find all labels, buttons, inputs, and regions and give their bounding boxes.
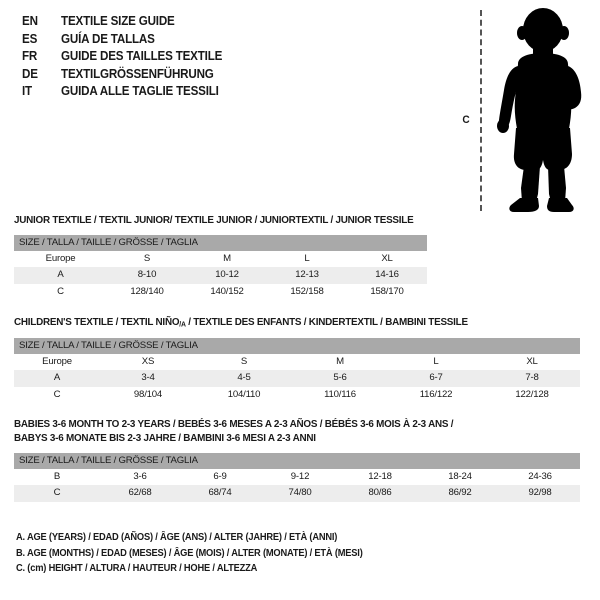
section-childrens-textile: CHILDREN'S TEXTILE / TEXTIL NIÑO/A / TEX… [14, 316, 581, 404]
junior-height-s: 128/140 [107, 283, 187, 300]
language-title-it: GUIDA ALLE TAGLIE TESSILI [61, 84, 219, 98]
junior-band-label: SIZE / TALLA / TAILLE / GRÖSSE / TAGLIA [14, 235, 427, 251]
babies-height-1: 62/68 [100, 485, 180, 502]
language-row-de: DE TEXTILGRÖSSENFÜHRUNG [22, 67, 394, 85]
babies-row-c-label: C [14, 485, 100, 502]
section-children-title-sub: /A [179, 319, 186, 329]
junior-age-xl: 14-16 [347, 267, 427, 284]
babies-size-table: SIZE / TALLA / TAILLE / GRÖSSE / TAGLIA … [14, 453, 581, 502]
babies-age-3: 9-12 [260, 468, 340, 485]
junior-height-m: 140/152 [187, 283, 267, 300]
measurement-legend: A. AGE (YEARS) / EDAD (AÑOS) / ÂGE (ANS)… [16, 530, 456, 577]
babies-height-5: 86/92 [420, 485, 500, 502]
children-row-height: C 98/104 104/110 110/116 116/122 122/128 [14, 386, 581, 404]
children-height-xl: 122/128 [484, 386, 581, 404]
language-title-de: TEXTILGRÖSSENFÜHRUNG [61, 66, 214, 81]
section-children-title-before: CHILDREN'S TEXTILE / TEXTIL NIÑO [14, 317, 180, 328]
babies-age-6: 24-36 [500, 468, 581, 485]
babies-height-6: 92/98 [500, 485, 581, 502]
children-row-europe: Europe XS S M L XL [14, 353, 581, 371]
babies-age-4: 12-18 [340, 468, 420, 485]
junior-row-age: A 8-10 10-12 12-13 14-16 [14, 267, 427, 284]
junior-table-band-row: SIZE / TALLA / TAILLE / GRÖSSE / TAGLIA [14, 235, 427, 251]
babies-row-age-months: B 3-6 6-9 9-12 12-18 18-24 24-36 [14, 468, 581, 485]
legend-row-c: C. (cm) HEIGHT / ALTURA / HAUTEUR / HÖHE… [16, 563, 258, 574]
children-age-m: 5-6 [292, 370, 388, 387]
junior-age-s: 8-10 [107, 267, 187, 284]
junior-size-xl: XL [347, 250, 427, 267]
junior-age-m: 10-12 [187, 267, 267, 284]
language-code-fr: FR [22, 49, 38, 63]
children-age-xl: 7-8 [484, 370, 581, 387]
section-junior-title: JUNIOR TEXTILE / TEXTIL JUNIOR/ TEXTILE … [14, 215, 414, 226]
height-marker-label: C [462, 114, 470, 126]
children-band-label: SIZE / TALLA / TAILLE / GRÖSSE / TAGLIA [14, 338, 581, 354]
language-row-es: ES GUÍA DE TALLAS [22, 32, 394, 50]
language-code-en: EN [22, 14, 38, 28]
section-children-title-after: / TEXTILE DES ENFANTS / KINDERTEXTIL / B… [185, 317, 468, 328]
babies-height-2: 68/74 [180, 485, 260, 502]
language-code-it: IT [22, 84, 32, 98]
language-title-fr: GUIDE DES TAILLES TEXTILE [61, 49, 223, 63]
children-table-band-row: SIZE / TALLA / TAILLE / GRÖSSE / TAGLIA [14, 338, 581, 354]
children-height-s: 104/110 [196, 386, 292, 404]
junior-row-europe: Europe S M L XL [14, 250, 427, 267]
junior-size-l: L [267, 250, 347, 267]
language-code-es: ES [22, 31, 38, 46]
junior-row-height: C 128/140 140/152 152/158 158/170 [14, 283, 427, 300]
language-row-it: IT GUIDA ALLE TAGLIE TESSILI [22, 84, 394, 102]
legend-row-b: B. AGE (MONTHS) / EDAD (MESES) / ÂGE (MO… [16, 547, 363, 559]
children-size-m: M [292, 353, 388, 371]
section-babies-title-line1: BABIES 3-6 MONTH TO 2-3 YEARS / BEBÉS 3-… [14, 419, 454, 430]
junior-height-xl: 158/170 [347, 283, 427, 300]
language-title-en: TEXTILE SIZE GUIDE [61, 14, 175, 28]
children-age-xs: 3-4 [100, 370, 196, 387]
children-row-c-label: C [14, 386, 100, 404]
section-babies-title-line2: BABYS 3-6 MONATE BIS 2-3 JAHRE / BAMBINI… [14, 433, 316, 444]
children-row-europe-label: Europe [14, 353, 100, 371]
height-illustration: C [448, 8, 596, 213]
language-title-list: EN TEXTILE SIZE GUIDE ES GUÍA DE TALLAS … [22, 14, 422, 102]
junior-row-europe-label: Europe [14, 250, 107, 267]
children-size-xs: XS [100, 353, 196, 371]
legend-row-a: A. AGE (YEARS) / EDAD (AÑOS) / ÂGE (ANS)… [16, 532, 338, 543]
babies-age-2: 6-9 [180, 468, 260, 485]
toddler-silhouette-icon [497, 8, 582, 212]
babies-table-band-row: SIZE / TALLA / TAILLE / GRÖSSE / TAGLIA [14, 453, 581, 469]
language-row-fr: FR GUIDE DES TAILLES TEXTILE [22, 49, 394, 67]
children-height-l: 116/122 [388, 386, 484, 404]
junior-size-m: M [187, 250, 267, 267]
children-age-s: 4-5 [196, 370, 292, 387]
junior-row-a-label: A [14, 267, 107, 284]
children-row-age: A 3-4 4-5 5-6 6-7 7-8 [14, 370, 581, 387]
children-height-xs: 98/104 [100, 386, 196, 404]
section-children-title: CHILDREN'S TEXTILE / TEXTIL NIÑO/A / TEX… [14, 316, 557, 331]
children-height-m: 110/116 [292, 386, 388, 404]
height-dashed-line-icon [480, 10, 482, 211]
children-size-table: SIZE / TALLA / TAILLE / GRÖSSE / TAGLIA … [14, 338, 581, 404]
children-size-xl: XL [484, 353, 581, 371]
children-age-l: 6-7 [388, 370, 484, 387]
babies-height-4: 80/86 [340, 485, 420, 502]
babies-row-b-label: B [14, 468, 100, 485]
language-row-en: EN TEXTILE SIZE GUIDE [22, 14, 394, 32]
section-babies-textile: BABIES 3-6 MONTH TO 2-3 YEARS / BEBÉS 3-… [14, 418, 581, 502]
babies-height-3: 74/80 [260, 485, 340, 502]
junior-size-s: S [107, 250, 187, 267]
junior-row-c-label: C [14, 283, 107, 300]
junior-age-l: 12-13 [267, 267, 347, 284]
junior-size-table: SIZE / TALLA / TAILLE / GRÖSSE / TAGLIA … [14, 235, 427, 300]
children-row-a-label: A [14, 370, 100, 387]
babies-band-label: SIZE / TALLA / TAILLE / GRÖSSE / TAGLIA [14, 453, 581, 469]
babies-age-5: 18-24 [420, 468, 500, 485]
children-size-s: S [196, 353, 292, 371]
children-size-l: L [388, 353, 484, 371]
junior-height-l: 152/158 [267, 283, 347, 300]
language-title-es: GUÍA DE TALLAS [61, 31, 155, 46]
section-junior-textile: JUNIOR TEXTILE / TEXTIL JUNIOR/ TEXTILE … [14, 214, 430, 300]
language-code-de: DE [22, 66, 38, 81]
babies-row-height: C 62/68 68/74 74/80 80/86 86/92 92/98 [14, 485, 581, 502]
babies-age-1: 3-6 [100, 468, 180, 485]
